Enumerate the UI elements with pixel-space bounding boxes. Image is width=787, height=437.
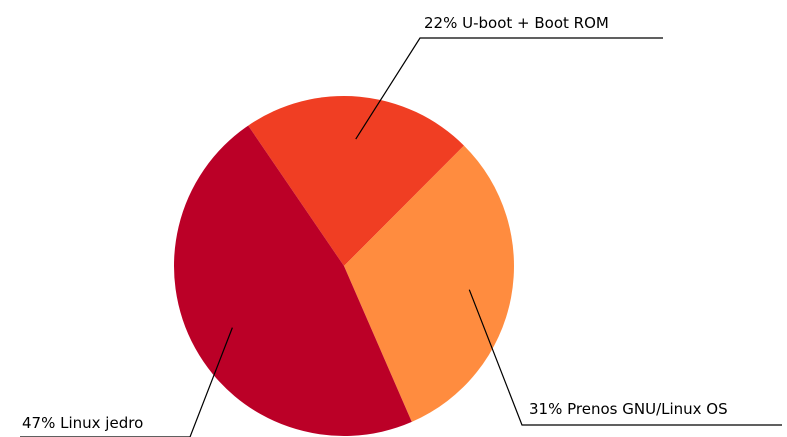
slice-value-label: 31% bbox=[529, 400, 562, 418]
slice-category-label: U-boot + Boot ROM bbox=[462, 14, 609, 32]
slice-value-label: 22% bbox=[424, 14, 457, 32]
pie-slice bbox=[344, 145, 514, 422]
slice-category-label: Prenos GNU/Linux OS bbox=[567, 400, 728, 418]
slice-label: 47% Linux jedro bbox=[22, 414, 143, 432]
slice-label: 22% U-boot + Boot ROM bbox=[424, 14, 609, 32]
pie-slice bbox=[248, 96, 464, 266]
slice-label: 31% Prenos GNU/Linux OS bbox=[529, 400, 728, 418]
slice-category-label: Linux jedro bbox=[60, 414, 143, 432]
leader-line bbox=[20, 327, 233, 437]
leader-line bbox=[468, 289, 782, 426]
pie-slice bbox=[173, 125, 412, 437]
slice-value-label: 47% bbox=[22, 414, 55, 432]
leader-line bbox=[355, 37, 663, 140]
